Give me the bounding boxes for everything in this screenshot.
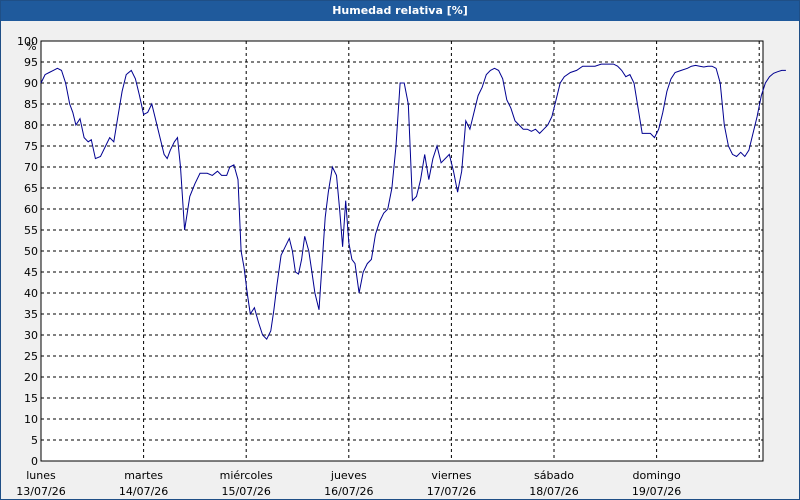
y-tick-label: 20 [24,371,38,384]
y-tick-labels: 0 5 10 15 20 25 30 35 40 45 50 55 60 65 70 75 80 85 90 95 10… [17,35,38,468]
x-tick-date-label: 15/07/26 [221,485,270,498]
title-bar: Humedad relativa [%] [1,1,799,21]
y-tick-label: 90 [24,77,38,90]
y-tick-label: 55 [24,224,38,237]
x-tick-date-label: 19/07/26 [632,485,681,498]
x-tick-date-label: 18/07/26 [529,485,578,498]
y-tick-label: 10 [24,413,38,426]
x-tick-day-label: domingo [633,469,681,482]
y-tick-label: 45 [24,266,38,279]
y-tick-label: 85 [24,98,38,111]
y-tick-label: 30 [24,329,38,342]
y-tick-label: 75 [24,140,38,153]
x-tick-day-label: sábado [534,469,574,482]
y-tick-label: 70 [24,161,38,174]
x-tick-labels: lunes 13/07/26 martes 14/07/26 miércoles 15/0… [16,469,681,498]
y-tick-label: 60 [24,203,38,216]
humidity-chart: % 0 5 10 15 20 25 30 35 40 45 50 55 60 65 70 75 80 85 90 95… [16,35,786,498]
grid-layer [41,41,763,461]
y-tick-label: 40 [24,287,38,300]
x-tick-day-label: lunes [26,469,56,482]
y-tick-label: 35 [24,308,38,321]
x-tick-day-label: miércoles [220,469,273,482]
x-tick-date-label: 16/07/26 [324,485,373,498]
x-tick-date-label: 14/07/26 [119,485,168,498]
chart-title: Humedad relativa [%] [332,4,468,17]
x-tick-day-label: jueves [330,469,367,482]
y-tick-label: 25 [24,350,38,363]
y-tick-label: 50 [24,245,38,258]
y-tick-label: 100 [17,35,38,48]
humidity-series-line [40,63,786,341]
y-tick-label: 95 [24,56,38,69]
series-layer [40,63,786,341]
y-tick-label: 15 [24,392,38,405]
y-tick-label: 5 [31,434,38,447]
y-tick-label: 80 [24,119,38,132]
y-tick-label: 0 [31,455,38,468]
y-tick-label: 65 [24,182,38,195]
x-tick-date-label: 17/07/26 [427,485,476,498]
x-tick-date-label: 13/07/26 [16,485,65,498]
x-tick-day-label: martes [124,469,163,482]
x-tick-day-label: viernes [431,469,471,482]
y-axis-unit-label: % [26,40,36,53]
